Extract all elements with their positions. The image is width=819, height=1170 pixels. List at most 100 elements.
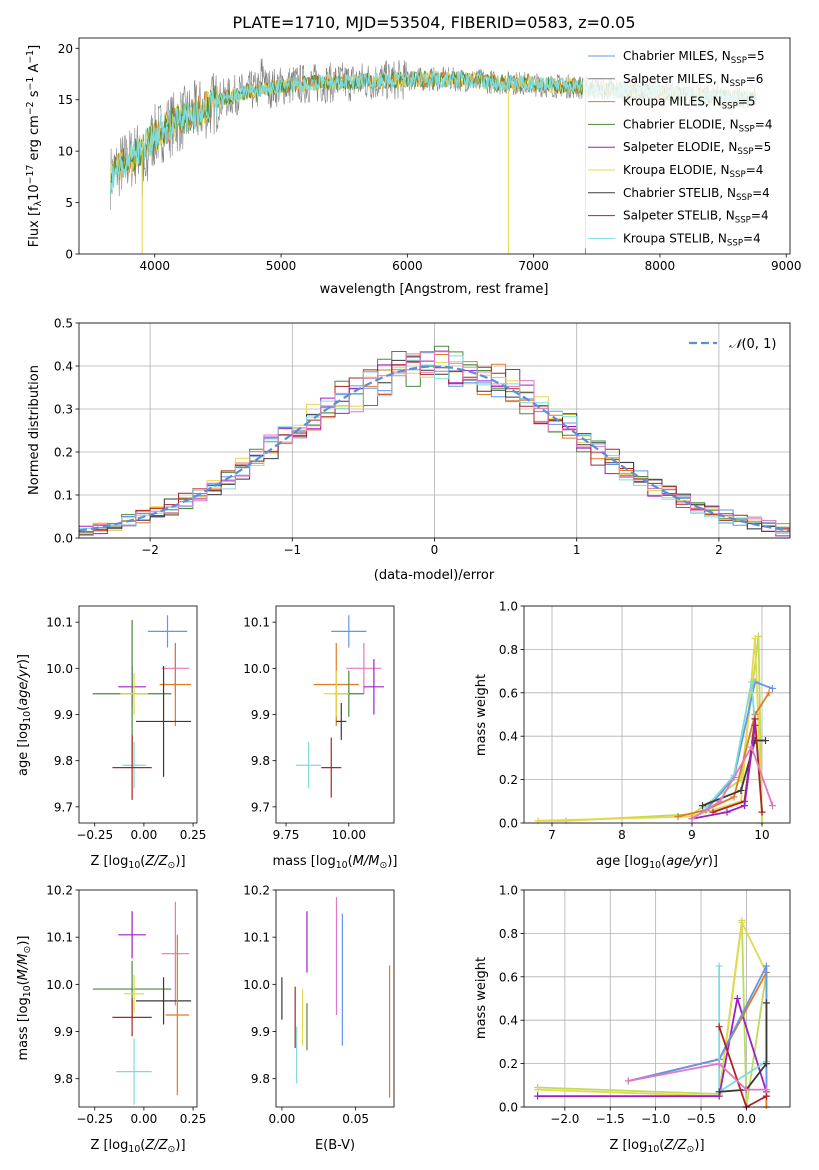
y-tick-label: 0.4 — [54, 360, 73, 374]
legend-entry: Salpeter MILES, NSSP=6 — [623, 72, 763, 89]
y-axis-label-part: age [log — [16, 723, 31, 776]
y-axis-label: mass weight — [474, 957, 489, 1039]
x-axis-label-part: Z/Z — [663, 1138, 687, 1153]
x-axis-label-part: 10 — [128, 1144, 140, 1155]
x-axis-label-part: ( — [140, 854, 145, 869]
legend-entry-part: =4 — [755, 117, 773, 131]
y-tick-label: 0.1 — [54, 489, 73, 503]
legend-entry: Salpeter ELODIE, NSSP=5 — [623, 140, 771, 157]
legend-entry-part: Kroupa ELODIE, N — [623, 163, 730, 177]
axes-frame — [275, 605, 395, 824]
legend-entry-part: SSP — [731, 56, 747, 66]
errorbar-point — [363, 659, 384, 715]
y-tick-label: 1.0 — [499, 884, 518, 898]
x-axis-label-part: 10 — [336, 860, 348, 871]
weight-line-kroupa_elodie — [537, 919, 768, 1098]
errorbar-point — [321, 737, 342, 798]
x-axis-label-part: 10 — [647, 1144, 659, 1155]
weight-marker — [699, 802, 706, 810]
x-tick-label: 0.0 — [737, 1112, 756, 1126]
y-tick-label: 0.2 — [54, 446, 73, 460]
x-axis-label-part: )] — [175, 1138, 185, 1153]
errorbar-point — [336, 702, 347, 740]
y-tick-label: 20 — [58, 42, 73, 56]
y-axis-label-part: s — [27, 90, 42, 101]
x-tick-label: 6000 — [392, 259, 423, 273]
y-tick-label: 9.7 — [54, 800, 73, 814]
y-axis-label-part: −1 — [25, 50, 36, 64]
y-axis-label-part: 10 — [27, 184, 42, 201]
legend-entry-part: Chabrier ELODIE, N — [623, 117, 739, 131]
y-tick-label: 9.9 — [251, 708, 270, 722]
errorbar-point — [116, 1038, 152, 1105]
weight-marker — [723, 808, 731, 816]
weight-marker — [674, 812, 682, 820]
legend-entry-part: SSP — [735, 216, 751, 226]
weight-marker — [765, 689, 773, 697]
weight-marker — [762, 999, 770, 1007]
legend-entry-part: Salpeter MILES, N — [623, 72, 730, 86]
legend-entry: 𝒩(0, 1) — [729, 337, 776, 352]
x-axis-label: Z [log10(Z/Z⊙)] — [90, 854, 185, 871]
errorbar-point — [122, 742, 146, 789]
y-tick-label: 9.8 — [54, 1072, 73, 1086]
x-axis-label-part: mass [log — [273, 854, 336, 869]
y-tick-label: 10.0 — [46, 662, 73, 676]
legend-entry-part: SSP — [730, 79, 746, 89]
weight-marker — [751, 715, 759, 723]
errorbar-point — [346, 642, 382, 694]
spectrum-panel: PLATE=1710, MJD=53504, FIBERID=0583, z=0… — [25, 13, 801, 297]
y-tick-label: 0 — [65, 248, 73, 262]
y-tick-label: 10.1 — [46, 931, 73, 945]
x-tick-label: −2 — [141, 543, 159, 557]
x-tick-label: 9 — [688, 828, 696, 842]
legend-entry-part: (0, 1) — [741, 337, 776, 352]
errorbar-point — [161, 901, 190, 1006]
axes-frame — [78, 605, 198, 824]
y-tick-label: 5 — [65, 196, 73, 210]
legend-entry-part: SSP — [739, 124, 755, 134]
weight-marker — [715, 962, 723, 970]
legend-entry-part: SSP — [737, 147, 753, 157]
x-tick-label: 8000 — [645, 259, 676, 273]
weight-marker — [762, 962, 770, 970]
weight-marker — [741, 802, 748, 810]
x-axis-label: wavelength [Angstrom, rest frame] — [320, 282, 549, 297]
x-axis-label-part: ( — [140, 1138, 145, 1153]
x-axis-label-part: ( — [661, 854, 666, 869]
x-tick-label: 4000 — [139, 259, 170, 273]
legend-entry: Chabrier ELODIE, NSSP=4 — [623, 117, 772, 134]
x-axis-label-part: ⊙ — [168, 1144, 176, 1155]
y-tick-label: 0.2 — [499, 1057, 518, 1071]
weight-line-salpeter_elodie — [691, 725, 756, 820]
y-axis-label: mass weight — [474, 674, 489, 756]
x-axis-label-part: ⊙ — [687, 1144, 695, 1155]
x-axis-label-part: Z [log — [90, 1138, 128, 1153]
legend-entry-part: Chabrier STELIB, N — [623, 186, 736, 200]
x-tick-label: 0.25 — [180, 1112, 207, 1126]
legend-entry: Salpeter STELIB, NSSP=4 — [623, 209, 769, 226]
y-axis-label-part: Flux [f — [27, 206, 42, 247]
weight-marker — [769, 802, 776, 810]
legend-entry-part: Chabrier MILES, N — [623, 49, 731, 63]
x-tick-label: −0.25 — [76, 828, 113, 842]
legend-entry-part: Salpeter ELODIE, N — [623, 140, 737, 154]
x-axis-label-part: ⊙ — [168, 860, 176, 871]
y-tick-label: 10.1 — [243, 931, 270, 945]
legend-entry-part: =5 — [738, 95, 756, 109]
x-tick-label: 10.00 — [332, 828, 366, 842]
weight-marker — [748, 678, 755, 686]
y-tick-label: 10 — [58, 145, 73, 159]
legend-entry-part: =6 — [746, 72, 764, 86]
weight-marker — [715, 1023, 723, 1031]
x-tick-label: −1.0 — [641, 1112, 670, 1126]
x-tick-label: 0.00 — [131, 828, 158, 842]
y-tick-label: 0.4 — [499, 1014, 518, 1028]
x-axis-label-part: ( — [348, 854, 353, 869]
errorbar-point — [159, 642, 192, 727]
y-tick-label: 10.0 — [243, 662, 270, 676]
legend-entry-part: Kroupa STELIB, N — [623, 231, 727, 245]
weight-marker — [762, 1092, 770, 1100]
